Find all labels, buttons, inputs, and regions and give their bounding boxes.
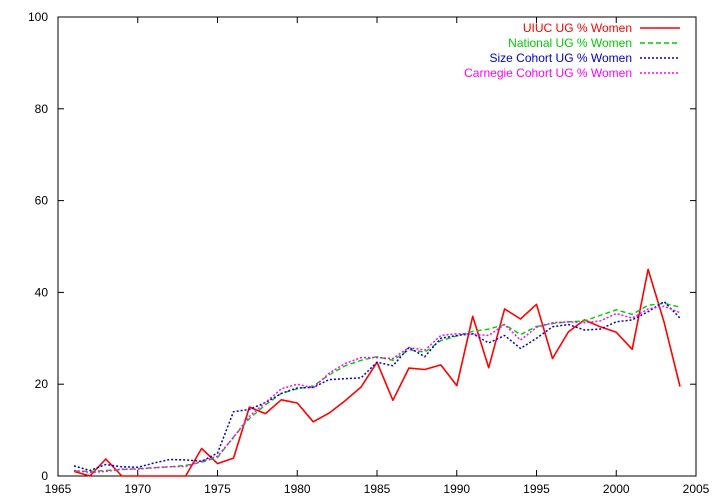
plot-frame [57, 16, 697, 477]
series-line-2 [73, 302, 681, 473]
y-tick-label: 20 [35, 377, 49, 391]
legend-label: UIUC UG % Women [523, 21, 632, 35]
y-tick-label: 40 [35, 285, 49, 299]
x-tick-label: 1965 [45, 482, 72, 496]
series-line-1 [73, 268, 681, 477]
x-tick-label: 1980 [284, 482, 311, 496]
x-tick-label: 1985 [364, 482, 391, 496]
legend-label: Carnegie Cohort UG % Women [464, 66, 632, 80]
y-tick-label: 60 [35, 194, 49, 208]
x-tick-label: 1975 [204, 482, 231, 496]
x-tick-label: 2005 [683, 482, 710, 496]
y-tick-label: 80 [35, 102, 49, 116]
y-tick-label: 0 [41, 469, 48, 483]
x-tick-label: 1995 [523, 482, 550, 496]
y-tick-label: 100 [28, 10, 48, 24]
x-tick-label: 2000 [603, 482, 630, 496]
x-tick-label: 1970 [124, 482, 151, 496]
legend-label: National UG % Women [508, 36, 632, 50]
axis-tick-labels: 1965 1970 1975 1980 1985 1990 1995 2000 2005 0 20 4… [28, 10, 710, 496]
axis-ticks [57, 16, 697, 477]
series-lines [73, 268, 681, 477]
series-line-4 [73, 305, 681, 474]
x-tick-label: 1990 [443, 482, 470, 496]
series-line-3 [73, 300, 681, 472]
legend-label: Size Cohort UG % Women [490, 51, 633, 65]
